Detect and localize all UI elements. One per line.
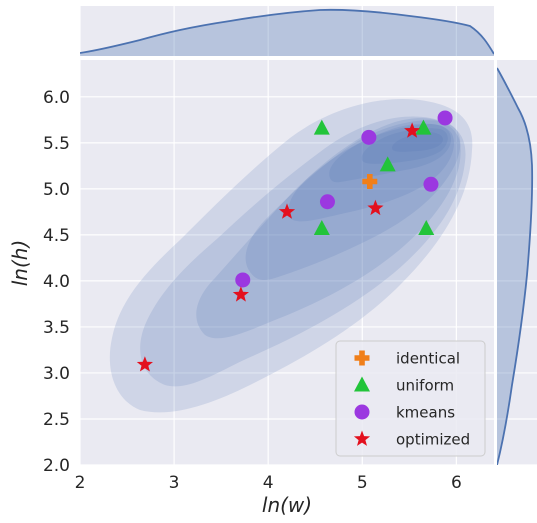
kde-band-2	[140, 116, 466, 387]
uniform-marker	[418, 219, 435, 235]
uniform-marker	[415, 119, 432, 135]
kde-band-4	[245, 120, 461, 280]
x-tick-label: 5	[357, 473, 368, 493]
identical-marker	[362, 174, 378, 189]
optimized-marker	[278, 203, 296, 219]
top-marginal-background	[80, 6, 494, 56]
optimized-marker	[367, 199, 384, 216]
y-tick-label: 3.0	[43, 364, 70, 384]
legend-box	[335, 340, 486, 457]
x-tick-label: 4	[263, 473, 274, 493]
kmeans-marker	[235, 272, 251, 288]
kmeans-marker	[423, 176, 439, 192]
optimized-marker	[404, 122, 421, 138]
legend-optimized-marker	[353, 430, 371, 446]
x-axis-title: ln(w)	[262, 493, 312, 517]
legend-kmeans-label: kmeans	[396, 404, 455, 422]
kde-band-6	[329, 124, 452, 183]
uniform-marker	[313, 119, 330, 135]
uniform-marker	[313, 219, 330, 235]
top-marginal-density-fill	[80, 9, 494, 56]
legend-uniform-label: uniform	[396, 377, 454, 395]
legend: identical uniform kmeans optimized	[335, 340, 486, 457]
y-axis-title: ln(h)	[8, 240, 32, 287]
data-markers	[136, 110, 453, 372]
optimized-marker	[232, 286, 249, 302]
optimized-marker	[136, 356, 153, 372]
x-tick-label: 6	[451, 473, 462, 493]
right-marginal-background	[497, 60, 537, 465]
kde-contours	[109, 98, 473, 413]
x-tick-label: 3	[169, 473, 180, 493]
legend-identical-marker	[354, 350, 370, 366]
kde-band-3	[196, 118, 461, 339]
uniform-marker	[379, 156, 396, 172]
y-tick-label: 2.0	[43, 456, 70, 476]
kmeans-marker	[437, 110, 453, 126]
y-tick-label: 6.0	[43, 88, 70, 108]
right-marginal-density-fill	[497, 68, 533, 465]
kmeans-marker	[319, 194, 335, 210]
y-tick-label: 3.5	[43, 318, 70, 338]
kde-band-1	[109, 98, 473, 413]
y-tick-label: 4.5	[43, 226, 70, 246]
y-tick-label: 4.0	[43, 272, 70, 292]
top-marginal-density-line	[80, 8, 494, 55]
legend-identical-label: identical	[396, 350, 460, 368]
legend-kmeans-marker	[354, 404, 370, 420]
kde-band-7	[361, 128, 448, 164]
kde-band-8	[392, 132, 443, 152]
kmeans-marker	[361, 129, 377, 145]
right-marginal-density-line	[497, 67, 534, 465]
y-tick-label: 2.5	[43, 410, 70, 430]
x-tick-label: 2	[75, 473, 86, 493]
y-tick-label: 5.5	[43, 134, 70, 154]
legend-optimized-label: optimized	[396, 431, 470, 449]
legend-uniform-marker	[354, 376, 370, 392]
y-tick-label: 5.0	[43, 180, 70, 200]
